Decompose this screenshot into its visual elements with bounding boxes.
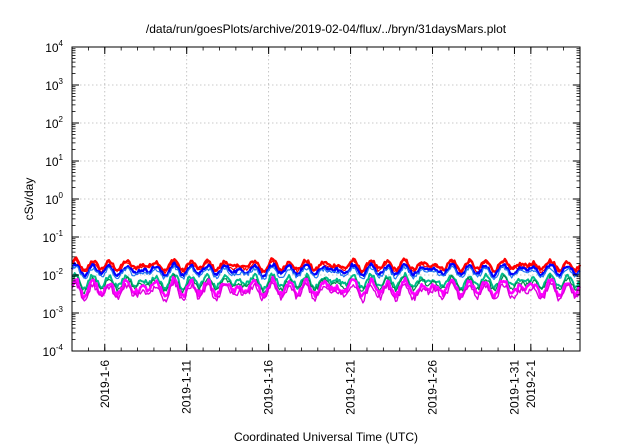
x-tick-label: 2019-1-26 <box>426 360 440 415</box>
ticks <box>71 46 581 352</box>
x-tick-label: 2019-1-11 <box>180 360 194 414</box>
y-tick-label: 10-3 <box>43 305 64 321</box>
x-tick-label: 2019-1-31 <box>507 360 521 415</box>
y-tick-label: 102 <box>45 115 63 131</box>
series-line <box>71 259 581 275</box>
y-tick-label: 103 <box>45 77 63 93</box>
series-group <box>70 256 582 304</box>
series-line <box>71 279 581 304</box>
series-line <box>71 271 581 292</box>
x-tick-label: 2019-1-16 <box>262 360 276 415</box>
x-tick-labels: 2019-1-6 2019-1-11 2019-1-16 2019-1-21 2019-… <box>98 360 538 415</box>
y-tick-label: 100 <box>45 191 63 207</box>
y-tick-label: 10-4 <box>43 343 64 359</box>
y-tick-label: 101 <box>45 153 63 169</box>
series-line <box>71 264 581 281</box>
y-tick-label: 104 <box>45 39 63 55</box>
x-tick-label: 2019-1-6 <box>98 360 112 408</box>
series-line <box>71 275 582 300</box>
y-tick-label: 10-2 <box>43 267 64 283</box>
x-tick-label: 2019-1-21 <box>344 360 358 415</box>
y-tick-labels: 10-4 10-3 10-2 10-1 100 101 102 103 104 <box>43 39 64 359</box>
x-axis-label: Coordinated Universal Time (UTC) <box>234 430 418 444</box>
chart-title: /data/run/goesPlots/archive/2019-02-04/f… <box>146 22 507 36</box>
y-tick-label: 10-1 <box>43 229 64 245</box>
grid <box>72 47 580 351</box>
x-tick-label: 2019-2-1 <box>524 360 538 408</box>
y-axis-label: cSv/day <box>22 178 36 221</box>
